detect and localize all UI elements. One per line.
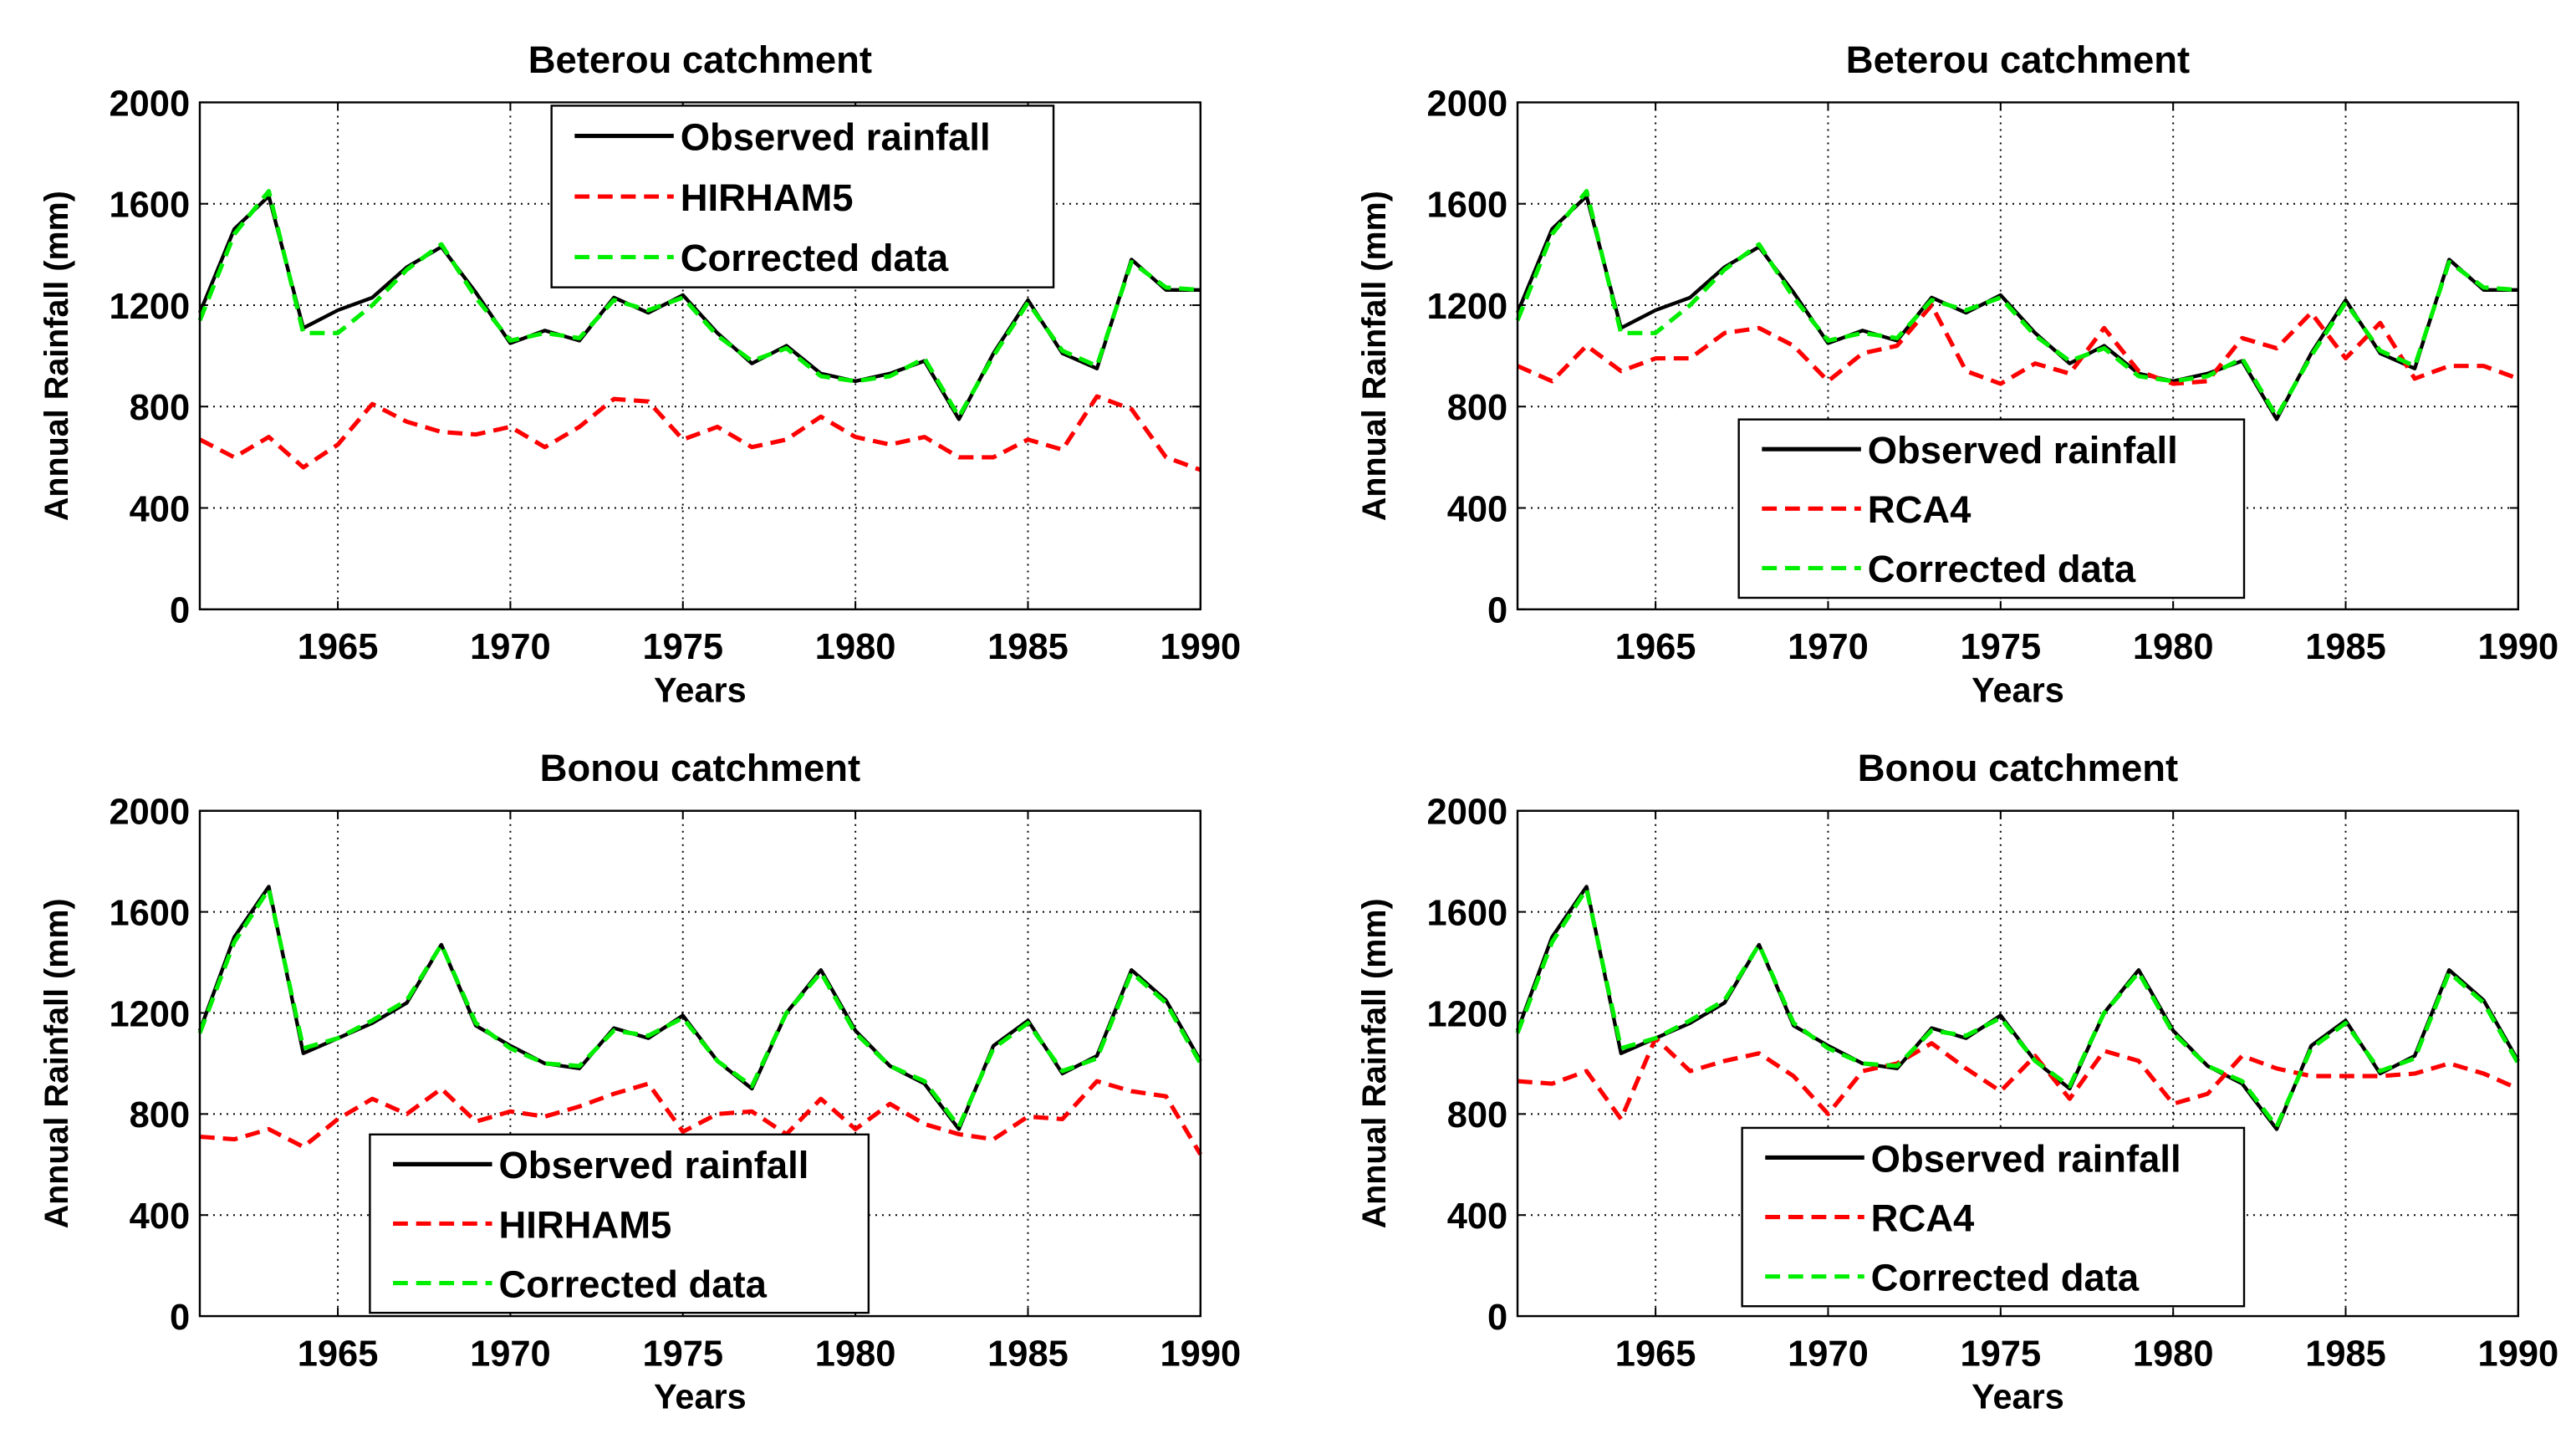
- y-tick-label: 800: [1447, 388, 1507, 428]
- y-tick-label: 400: [130, 489, 190, 529]
- y-tick-label: 0: [1487, 1298, 1507, 1338]
- x-tick-label: 1980: [815, 1334, 896, 1374]
- x-tick-label: 1965: [298, 1334, 379, 1374]
- x-tick-label: 1970: [1788, 627, 1869, 667]
- x-tick-label: 1985: [2305, 1334, 2386, 1374]
- y-tick-label: 1600: [1427, 893, 1508, 933]
- y-tick-label: 2000: [1427, 84, 1508, 124]
- legend-entry: RCA4: [1868, 488, 1972, 531]
- series-line-observed-rainfall: [197, 885, 1202, 1131]
- x-tick-label: 1985: [987, 627, 1069, 667]
- x-tick-label: 1965: [1615, 627, 1696, 667]
- y-tick-label: 0: [170, 1298, 190, 1338]
- chart-title: Beterou catchment: [1846, 38, 2190, 81]
- x-tick-label: 1965: [298, 627, 379, 667]
- y-axis-label: Annual Rainfall (mm): [1356, 191, 1393, 521]
- y-tick-label: 800: [1447, 1095, 1507, 1135]
- axes-frame: [198, 101, 1202, 610]
- series-line-hirham5: [199, 1079, 1203, 1156]
- panel-bonou-rca4: 1965 1970 1975 1980 1985 1990 0 400 800 1200 1600 2…: [1356, 747, 2558, 1416]
- axes-frame: [198, 809, 1202, 1318]
- y-tick-label: 400: [1447, 489, 1507, 529]
- x-tick-label: 1985: [987, 1334, 1069, 1374]
- x-tick-label: 1990: [2478, 1334, 2559, 1374]
- series-line-hirham5: [198, 394, 1201, 472]
- chart-title: Bonou catchment: [1858, 747, 2178, 789]
- chart-title: Beterou catchment: [528, 38, 872, 81]
- x-tick-label: 1980: [815, 627, 896, 667]
- legend-entry: Corrected data: [681, 237, 949, 279]
- x-tick-label: 1985: [2305, 627, 2386, 667]
- y-axis-label: Annual Rainfall (mm): [38, 191, 75, 521]
- legend-entry: HIRHAM5: [681, 176, 854, 219]
- x-tick-label: 1975: [1960, 627, 2041, 667]
- series-line-observed-rainfall: [1515, 885, 2520, 1131]
- y-tick-label: 2000: [109, 793, 190, 833]
- legend-entry: Corrected data: [1871, 1256, 2140, 1298]
- y-tick-label: 1600: [109, 186, 190, 226]
- panel-beterou-rca4: 1965 1970 1975 1980 1985 1990 0 400 800 1200 1600 2…: [1356, 38, 2558, 709]
- legend-entry: Observed rainfall: [1871, 1137, 2181, 1180]
- x-tick-label: 1980: [2133, 627, 2214, 667]
- y-tick-label: 400: [130, 1196, 190, 1237]
- y-tick-label: 1200: [109, 994, 190, 1034]
- x-axis-label: Years: [1972, 670, 2064, 709]
- legend-entry: HIRHAM5: [498, 1203, 671, 1246]
- y-tick-label: 1600: [109, 893, 190, 933]
- y-tick-label: 800: [130, 1095, 190, 1135]
- legend-entry: Observed rainfall: [498, 1144, 809, 1186]
- x-tick-label: 1990: [1160, 627, 1242, 667]
- legend-entry: Observed rainfall: [1868, 429, 2178, 472]
- legend: Observed rainfall RCA4 Corrected data: [1741, 1126, 2246, 1308]
- x-tick-label: 1975: [1960, 1334, 2041, 1374]
- legend-entry: Corrected data: [498, 1263, 767, 1305]
- y-tick-label: 2000: [1427, 793, 1508, 833]
- x-tick-label: 1980: [2133, 1334, 2214, 1374]
- y-axis-label: Annual Rainfall (mm): [1356, 898, 1393, 1228]
- x-tick-label: 1975: [642, 627, 723, 667]
- axes-frame: [1516, 809, 2520, 1318]
- chart-title: Bonou catchment: [540, 747, 860, 789]
- x-axis-label: Years: [654, 1377, 747, 1416]
- panel-beterou-hirham5: 1965 1970 1975 1980 1985 1990 0 400 800 1200 1600 2…: [38, 38, 1241, 709]
- series-line-corrected-data: [197, 189, 1201, 419]
- legend: Observed rainfall HIRHAM5 Corrected data: [550, 105, 1055, 288]
- legend: Observed rainfall HIRHAM5 Corrected data: [369, 1133, 870, 1314]
- x-tick-label: 1975: [642, 1334, 723, 1374]
- x-tick-label: 1970: [1788, 1334, 1869, 1374]
- y-tick-label: 1200: [1427, 994, 1508, 1034]
- y-tick-label: 0: [170, 591, 190, 631]
- series-line-rca4: [1517, 1036, 2519, 1121]
- x-tick-label: 1965: [1615, 1334, 1696, 1374]
- y-tick-label: 800: [130, 388, 190, 428]
- x-tick-label: 1990: [1160, 1334, 1242, 1374]
- series-line-corrected-data: [1515, 189, 2519, 419]
- y-axis-label: Annual Rainfall (mm): [38, 898, 75, 1228]
- x-tick-label: 1970: [470, 627, 551, 667]
- y-tick-label: 0: [1487, 591, 1507, 631]
- x-axis-label: Years: [654, 670, 747, 709]
- y-tick-label: 400: [1447, 1196, 1507, 1237]
- legend: Observed rainfall RCA4 Corrected data: [1737, 418, 2246, 599]
- x-tick-label: 1990: [2478, 627, 2559, 667]
- axes-frame: [1516, 101, 2520, 610]
- x-axis-label: Years: [1972, 1377, 2064, 1416]
- y-tick-label: 1200: [1427, 287, 1508, 327]
- x-tick-label: 1970: [470, 1334, 551, 1374]
- panel-bonou-hirham5: 1965 1970 1975 1980 1985 1990 0 400 800 1200 1600 2…: [38, 747, 1241, 1416]
- y-tick-label: 1200: [109, 287, 190, 327]
- legend-entry: Observed rainfall: [681, 115, 991, 158]
- y-tick-label: 2000: [109, 84, 190, 124]
- legend-entry: Corrected data: [1868, 548, 2136, 590]
- series-line-rca4: [1516, 303, 2519, 386]
- y-tick-label: 1600: [1427, 186, 1508, 226]
- legend-entry: RCA4: [1871, 1196, 1975, 1239]
